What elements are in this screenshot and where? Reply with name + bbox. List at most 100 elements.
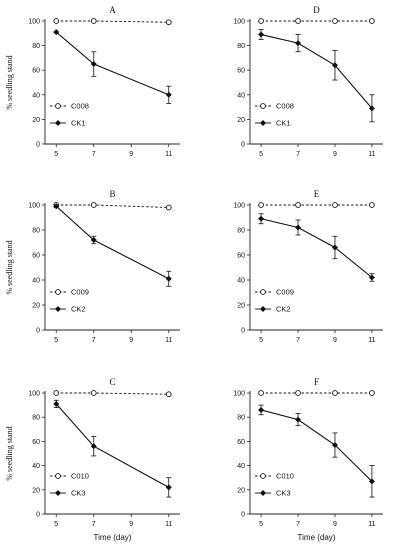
y-tick-label: 20 bbox=[32, 303, 40, 310]
panel-a: A 0 20 40 60 80 100 5 7 9 11 % seedling stand C008 CK… bbox=[5, 5, 180, 158]
series-line bbox=[56, 20, 169, 23]
data-point bbox=[53, 29, 60, 36]
legend-marker bbox=[55, 120, 61, 126]
y-tick-label: 80 bbox=[237, 228, 245, 235]
data-point bbox=[90, 237, 97, 243]
y-tick-label: 20 bbox=[32, 487, 40, 494]
y-tick-label: 60 bbox=[32, 253, 40, 260]
x-tick-label: 9 bbox=[333, 337, 337, 344]
series-c009: C009 bbox=[255, 202, 375, 297]
y-tick-label: 0 bbox=[36, 512, 40, 519]
legend-label: C009 bbox=[71, 288, 89, 297]
legend-label: C010 bbox=[71, 472, 89, 481]
x-tick-label: 11 bbox=[165, 521, 172, 528]
y-tick-label: 100 bbox=[28, 391, 40, 398]
y-tick-label: 20 bbox=[237, 117, 245, 124]
legend-label: C008 bbox=[71, 102, 89, 111]
data-point bbox=[90, 202, 97, 208]
x-tick-label: 5 bbox=[54, 337, 58, 344]
x-tick-label: 9 bbox=[129, 521, 133, 528]
x-tick-label: 7 bbox=[92, 151, 96, 158]
panel-letter: A bbox=[109, 5, 116, 15]
x-tick-label: 9 bbox=[129, 337, 133, 344]
x-tick-label: 5 bbox=[259, 151, 263, 158]
data-point bbox=[369, 202, 375, 208]
series-ck3: CK3 bbox=[255, 404, 375, 498]
data-point bbox=[258, 31, 265, 38]
data-point bbox=[53, 203, 60, 210]
series-ck2: CK2 bbox=[50, 203, 172, 314]
data-point bbox=[165, 19, 172, 26]
y-tick-label: 100 bbox=[233, 19, 245, 26]
y-tick-label: 0 bbox=[241, 512, 245, 519]
y-tick-label: 80 bbox=[32, 43, 40, 50]
data-point bbox=[90, 61, 97, 68]
y-tick-label: 0 bbox=[241, 142, 245, 149]
y-tick-label: 40 bbox=[237, 278, 245, 285]
series-c008: C008 bbox=[50, 18, 172, 111]
data-point bbox=[368, 478, 375, 485]
series-line bbox=[260, 218, 373, 278]
y-tick-label: 40 bbox=[32, 463, 40, 470]
x-tick-label: 11 bbox=[368, 337, 375, 344]
y-tick-label: 80 bbox=[32, 228, 40, 235]
y-tick-label: 100 bbox=[233, 391, 245, 398]
data-point bbox=[332, 390, 338, 396]
x-tick-label: 9 bbox=[129, 151, 133, 158]
x-tick-label: 11 bbox=[165, 337, 172, 344]
y-axis-title: % seedling stand bbox=[5, 426, 14, 480]
y-tick-label: 0 bbox=[36, 142, 40, 149]
legend-label: C010 bbox=[276, 472, 294, 481]
x-tick-label: 7 bbox=[296, 521, 300, 528]
series-c010: C010 bbox=[255, 390, 375, 481]
series-ck1: CK1 bbox=[50, 29, 172, 128]
legend-marker bbox=[260, 289, 266, 295]
data-point bbox=[90, 390, 97, 396]
series-line bbox=[56, 204, 169, 208]
series-c010: C010 bbox=[50, 390, 172, 481]
legend-label: C008 bbox=[276, 102, 294, 111]
x-tick-label: 7 bbox=[92, 521, 96, 528]
data-point bbox=[258, 390, 264, 396]
series-line bbox=[56, 392, 169, 395]
y-tick-label: 80 bbox=[237, 43, 245, 50]
panel-letter: D bbox=[313, 5, 320, 15]
data-point bbox=[165, 91, 172, 98]
series-c008: C008 bbox=[255, 18, 375, 111]
data-point bbox=[368, 274, 375, 281]
data-point bbox=[369, 18, 375, 24]
panel-letter: C bbox=[109, 377, 115, 387]
data-point bbox=[258, 406, 265, 413]
panel-letter: B bbox=[109, 189, 115, 199]
y-tick-label: 0 bbox=[241, 328, 245, 335]
data-point bbox=[165, 391, 172, 398]
x-tick-label: 5 bbox=[259, 337, 263, 344]
data-point bbox=[369, 390, 375, 396]
data-point bbox=[295, 202, 301, 208]
x-tick-label: 7 bbox=[296, 151, 300, 158]
x-tick-label: 11 bbox=[368, 521, 375, 528]
y-tick-label: 60 bbox=[237, 68, 245, 75]
panel-d: D 0 20 40 60 80 100 5 7 9 11 C008 CK1 bbox=[233, 5, 383, 158]
x-axis-title: Time (day) bbox=[298, 533, 336, 542]
x-axis-title: Time (day) bbox=[94, 533, 132, 542]
data-point bbox=[53, 390, 60, 396]
x-tick-label: 11 bbox=[368, 151, 375, 158]
data-point bbox=[258, 18, 264, 24]
x-tick-label: 7 bbox=[296, 337, 300, 344]
x-tick-label: 9 bbox=[333, 151, 337, 158]
legend-marker bbox=[260, 103, 266, 109]
y-tick-label: 80 bbox=[237, 415, 245, 422]
data-point bbox=[295, 390, 301, 396]
y-tick-label: 20 bbox=[32, 117, 40, 124]
series-line bbox=[260, 33, 373, 109]
data-point bbox=[331, 62, 338, 69]
legend-marker bbox=[260, 306, 266, 312]
legend-marker bbox=[260, 490, 266, 496]
panel-f: F 0 20 40 60 80 100 5 7 9 11 Time (day) C010 CK3 bbox=[233, 377, 383, 542]
data-point bbox=[258, 215, 265, 222]
series-line bbox=[55, 31, 169, 96]
data-point bbox=[331, 244, 338, 251]
legend-marker bbox=[55, 306, 61, 312]
y-tick-label: 20 bbox=[237, 487, 245, 494]
